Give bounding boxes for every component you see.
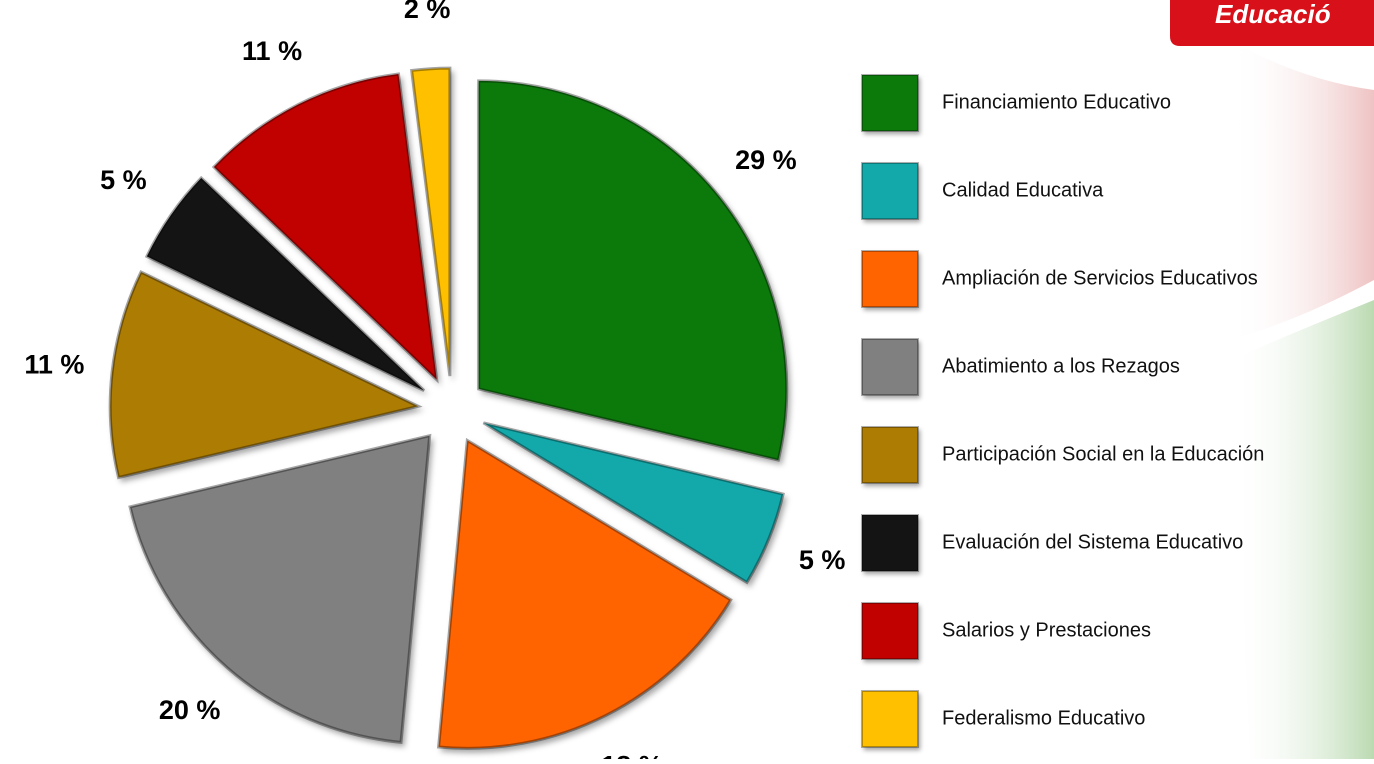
legend-swatch bbox=[862, 603, 918, 659]
legend-label: Financiamiento Educativo bbox=[942, 91, 1171, 113]
legend-swatch bbox=[862, 339, 918, 395]
data-label: 5 % bbox=[799, 545, 846, 575]
pie-slice bbox=[479, 81, 787, 460]
page: {"banner": "Educació", "chart_data": {"t… bbox=[0, 0, 1374, 759]
legend-label: Calidad Educativa bbox=[942, 179, 1104, 201]
chart: Educació 29 % 5 % 18 % 20 % 11 % 5 % 11 % 2 % F… bbox=[0, 0, 1374, 759]
legend-swatch bbox=[862, 691, 918, 747]
legend-swatch bbox=[862, 515, 918, 571]
legend-swatch bbox=[862, 163, 918, 219]
legend-label: Participación Social en la Educación bbox=[942, 443, 1264, 465]
banner-text: Educació bbox=[1215, 0, 1331, 29]
legend-label: Evaluación del Sistema Educativo bbox=[942, 531, 1243, 553]
legend-label: Salarios y Prestaciones bbox=[942, 619, 1151, 641]
data-label: 11 % bbox=[242, 36, 302, 66]
pie: 29 % 5 % 18 % 20 % 11 % 5 % 11 % 2 % bbox=[24, 0, 845, 759]
data-label: 5 % bbox=[100, 165, 147, 195]
data-label: 29 % bbox=[735, 145, 797, 175]
data-label: 11 % bbox=[24, 350, 84, 380]
legend-label: Ampliación de Servicios Educativos bbox=[942, 267, 1258, 289]
legend-swatch bbox=[862, 427, 918, 483]
data-label: 18 % bbox=[601, 750, 663, 759]
data-label: 20 % bbox=[159, 695, 221, 725]
legend-label: Federalismo Educativo bbox=[942, 707, 1145, 729]
legend-label: Abatimiento a los Rezagos bbox=[942, 355, 1180, 377]
legend-swatch bbox=[862, 75, 918, 131]
legend: Financiamiento Educativo Calidad Educativ… bbox=[862, 75, 1264, 747]
legend-swatch bbox=[862, 251, 918, 307]
background-decor bbox=[1230, 300, 1374, 759]
data-label: 2 % bbox=[404, 0, 451, 24]
background-decor bbox=[1230, 40, 1374, 340]
